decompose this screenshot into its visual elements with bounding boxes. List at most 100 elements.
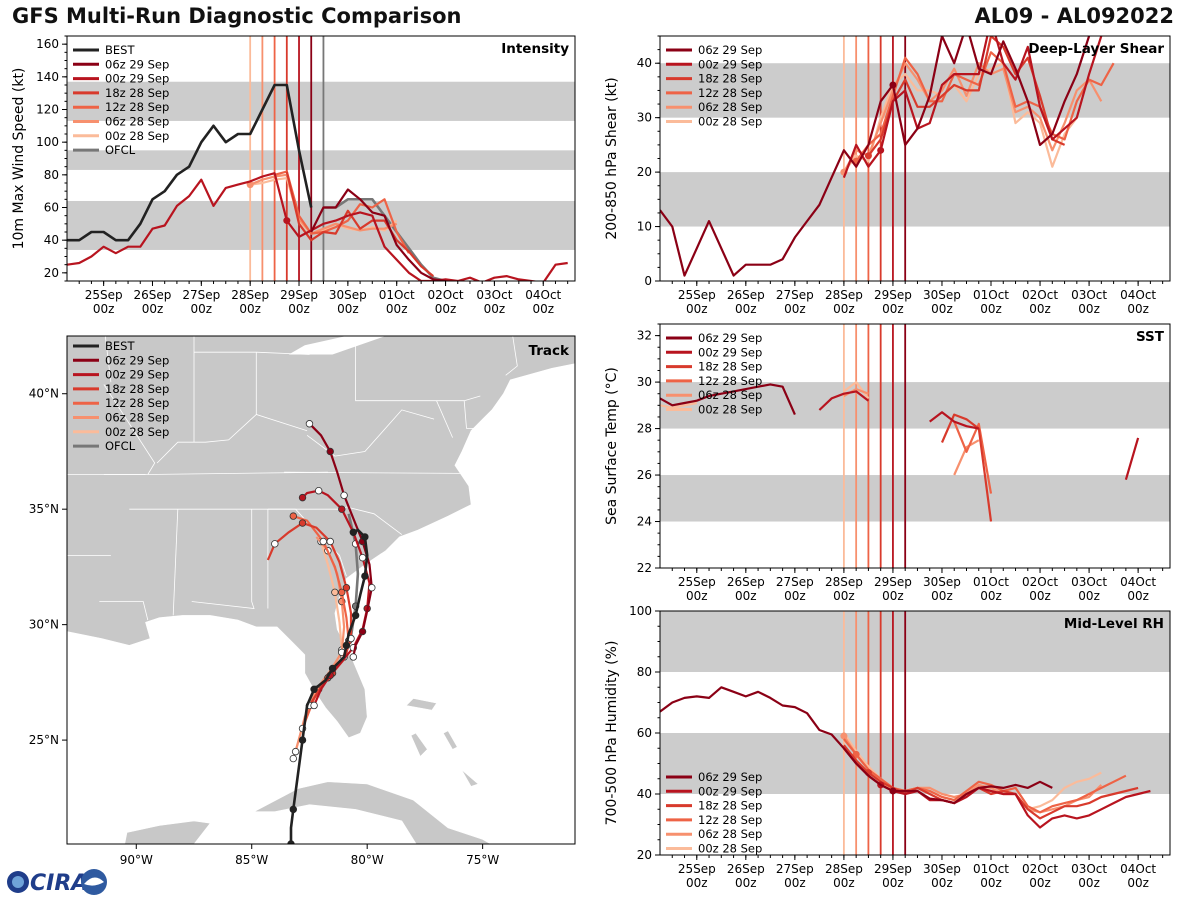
x-tick-label-date: 04Oct xyxy=(1120,288,1156,302)
legend-label: 18z 28 Sep xyxy=(105,86,169,100)
series-line-18z-28-sep xyxy=(285,171,434,277)
land-cuba xyxy=(253,781,492,844)
lon-tick-label: 85°W xyxy=(235,853,268,867)
x-tick-label-date: 25Sep xyxy=(85,288,123,302)
x-tick-label-date: 03Oct xyxy=(476,288,512,302)
y-tick-label: 100 xyxy=(629,604,652,618)
y-tick-label: 40 xyxy=(44,233,59,247)
cira-logo: CIRA xyxy=(4,866,108,898)
state-border xyxy=(99,601,149,621)
legend-label: 00z 28 Sep xyxy=(105,425,169,439)
track-point xyxy=(287,840,295,844)
x-tick-label-date: 02Oct xyxy=(428,288,464,302)
rh-chart: 2040608010025Sep00z26Sep00z27Sep00z28Sep… xyxy=(604,604,1171,890)
panel-title: Intensity xyxy=(501,41,569,57)
legend-label: 00z 28 Sep xyxy=(698,842,762,856)
series-line-12z-28-sep xyxy=(953,421,993,494)
x-tick-label-hour: 00z xyxy=(833,589,855,603)
series-line-18z-28-sep xyxy=(940,413,993,522)
x-tick-label-hour: 00z xyxy=(191,302,213,316)
lon-tick-label: 80°W xyxy=(351,853,384,867)
lat-tick-label: 30°N xyxy=(29,618,59,632)
x-tick-label-date: 27Sep xyxy=(776,862,814,876)
state-border xyxy=(436,400,453,438)
legend-label: BEST xyxy=(105,339,135,353)
intensity-band xyxy=(67,150,575,170)
x-tick-label-hour: 00z xyxy=(833,302,855,316)
analysis-marker xyxy=(283,217,291,225)
state-border xyxy=(463,400,483,429)
track-point xyxy=(289,512,297,520)
x-tick-label-hour: 00z xyxy=(882,302,904,316)
y-tick-label: 60 xyxy=(637,726,652,740)
legend-label: 00z 28 Sep xyxy=(105,129,169,143)
series-line-06z-28-sep xyxy=(953,439,980,476)
track-point xyxy=(351,611,360,620)
legend-label: 00z 28 Sep xyxy=(698,403,762,417)
logo-graphic: CIRA xyxy=(7,869,107,896)
x-tick-label-date: 02Oct xyxy=(1022,288,1058,302)
plot-area xyxy=(660,36,1115,281)
x-tick-label-hour: 00z xyxy=(532,302,554,316)
state-border xyxy=(505,336,518,376)
legend-label: 00z 29 Sep xyxy=(698,57,762,71)
legend-label: OFCL xyxy=(105,143,136,157)
series-line-00z-29-sep xyxy=(67,172,568,281)
track-point xyxy=(331,588,339,597)
intensity-band xyxy=(660,172,1170,227)
x-tick-label-date: 04Oct xyxy=(1120,575,1156,589)
legend-label: 06z 29 Sep xyxy=(105,353,169,367)
x-tick-label-date: 03Oct xyxy=(1071,575,1107,589)
x-tick-label-date: 25Sep xyxy=(678,862,716,876)
y-tick-label: 24 xyxy=(637,515,652,529)
state-border xyxy=(194,351,310,355)
x-tick-label-hour: 00z xyxy=(93,302,115,316)
y-tick-label: 20 xyxy=(637,848,652,862)
analysis-marker xyxy=(889,787,897,795)
series-line-00z-28-sep xyxy=(660,401,698,409)
x-tick-label-date: 28Sep xyxy=(825,575,863,589)
y-tick-label: 20 xyxy=(44,266,59,280)
y-tick-label: 28 xyxy=(637,422,652,436)
series-line-00z-29-sep xyxy=(929,411,980,430)
track-point xyxy=(319,537,328,546)
legend-label: 00z 29 Sep xyxy=(105,368,169,382)
lake-erie xyxy=(288,336,386,355)
panel-title: Track xyxy=(529,343,570,359)
x-tick-label-date: 01Oct xyxy=(973,862,1009,876)
state-border xyxy=(103,384,156,475)
storm-id: AL09 - AL092022 xyxy=(974,4,1175,28)
x-tick-label-date: 29Sep xyxy=(874,862,912,876)
y-axis-label: 10m Max Wind Speed (kt) xyxy=(11,68,27,250)
y-tick-label: 20 xyxy=(637,165,652,179)
intensity-band xyxy=(660,733,1170,794)
track-point xyxy=(326,447,334,456)
track-point xyxy=(349,528,358,536)
shear-chart: 01020304025Sep00z26Sep00z27Sep00z28Sep00… xyxy=(604,35,1171,316)
x-tick-label-date: 26Sep xyxy=(727,862,765,876)
track-point xyxy=(340,491,348,500)
state-border xyxy=(355,336,481,402)
state-border xyxy=(104,336,112,383)
series-line-12z-28-sep xyxy=(855,51,1115,162)
x-tick-label-hour: 00z xyxy=(288,302,310,316)
x-tick-label-hour: 00z xyxy=(142,302,164,316)
x-tick-label-date: 02Oct xyxy=(1022,862,1058,876)
lat-tick-label: 25°N xyxy=(29,733,59,747)
intensity-band xyxy=(67,81,575,121)
x-tick-label-hour: 00z xyxy=(784,876,806,890)
y-tick-label: 80 xyxy=(44,168,59,182)
x-tick-label-date: 04Oct xyxy=(1120,862,1156,876)
plot-area xyxy=(660,324,1140,568)
map-area xyxy=(67,336,575,844)
track-point xyxy=(326,537,334,546)
series-line-00z-28-sep xyxy=(250,177,398,235)
legend-label: 12z 28 Sep xyxy=(698,86,762,100)
x-tick-label-hour: 00z xyxy=(735,302,757,316)
x-tick-label-date: 26Sep xyxy=(134,288,172,302)
y-tick-label: 40 xyxy=(637,56,652,70)
plot-area xyxy=(67,36,568,281)
land-bahamas xyxy=(405,698,437,711)
